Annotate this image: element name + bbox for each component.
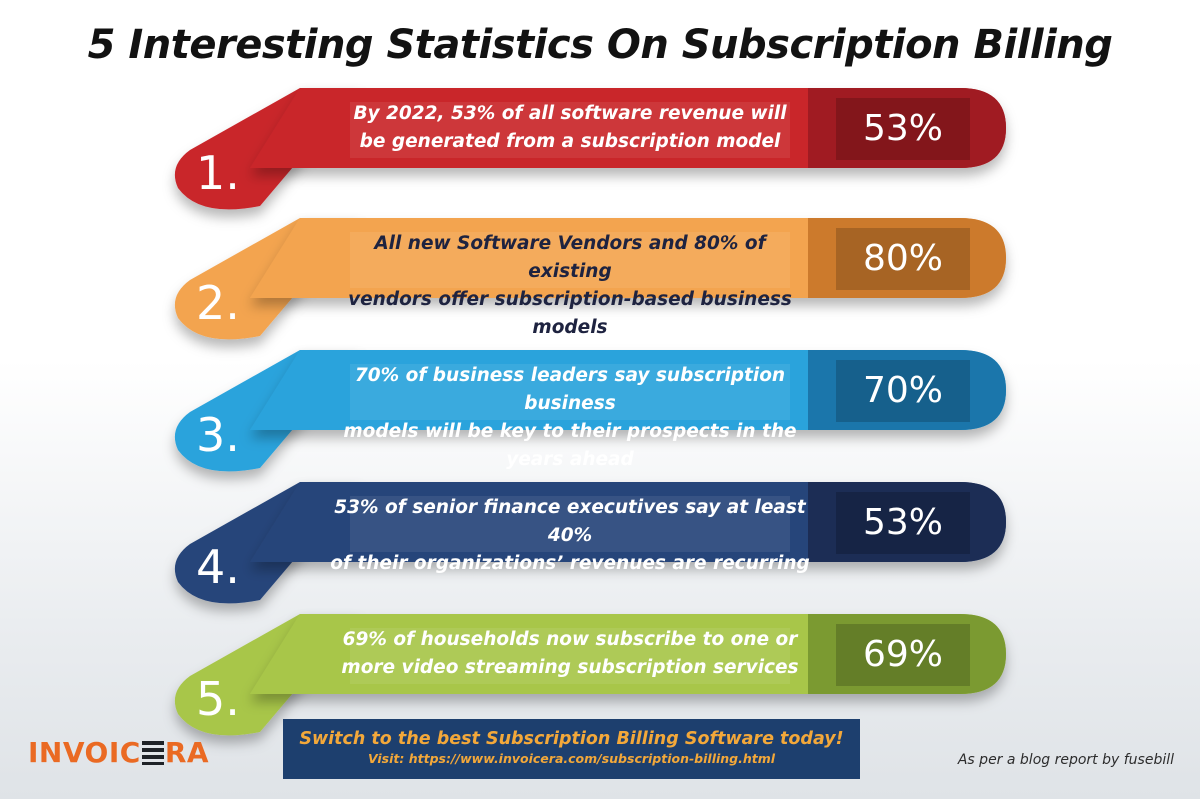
stat-percent: 80% [862, 238, 943, 279]
stat-row: 69% of households now subscribe to one o… [0, 614, 1200, 744]
stat-description: All new Software Vendors and 80% of exis… [330, 230, 810, 342]
logo-e-mark-icon [141, 740, 164, 765]
stat-line-1: 70% of business leaders say subscription… [354, 365, 786, 414]
stat-line-2: models will be key to their prospects in… [343, 421, 797, 470]
page-title: 5 Interesting Statistics On Subscription… [87, 22, 1113, 68]
stat-number: 4. [196, 540, 240, 594]
stat-line-1: All new Software Vendors and 80% of exis… [374, 233, 766, 282]
stat-number: 1. [196, 146, 240, 200]
stat-description: 53% of senior finance executives say at … [330, 494, 810, 578]
invoicera-logo: INVOIC RA [28, 736, 209, 769]
stat-number: 3. [196, 408, 240, 462]
stat-number: 2. [196, 276, 240, 330]
stat-row: 53% of senior finance executives say at … [0, 482, 1200, 612]
stat-percent: 69% [862, 634, 943, 675]
stat-description: By 2022, 53% of all software revenue wil… [330, 100, 810, 156]
stat-line-1: 69% of households now subscribe to one o… [342, 629, 798, 650]
cta-visit-link[interactable]: Visit: https://www.invoicera.com/subscri… [367, 751, 776, 766]
stat-row: By 2022, 53% of all software revenue wil… [0, 88, 1200, 218]
stat-line-2: be generated from a subscription model [359, 131, 781, 152]
source-note: As per a blog report by fusebill [957, 752, 1174, 768]
stat-line-1: By 2022, 53% of all software revenue wil… [353, 103, 787, 124]
stat-line-1: 53% of senior finance executives say at … [334, 497, 806, 546]
stat-line-2: more video streaming subscription servic… [341, 657, 799, 678]
stat-description: 69% of households now subscribe to one o… [330, 626, 810, 682]
stat-line-2: of their organizations’ revenues are rec… [330, 553, 810, 574]
cta-box[interactable]: Switch to the best Subscription Billing … [283, 719, 860, 779]
logo-text-right: RA [164, 736, 210, 769]
stat-line-2: vendors offer subscription-based busines… [348, 289, 792, 338]
stat-description: 70% of business leaders say subscription… [330, 362, 810, 474]
stat-percent: 53% [862, 502, 943, 543]
stat-percent: 70% [862, 370, 943, 411]
stat-number: 5. [196, 672, 240, 726]
logo-text-left: INVOIC [28, 736, 141, 769]
cta-headline: Switch to the best Subscription Billing … [299, 729, 844, 749]
stat-row: 70% of business leaders say subscription… [0, 350, 1200, 480]
stat-percent: 53% [862, 108, 943, 149]
stat-row: All new Software Vendors and 80% of exis… [0, 218, 1200, 348]
